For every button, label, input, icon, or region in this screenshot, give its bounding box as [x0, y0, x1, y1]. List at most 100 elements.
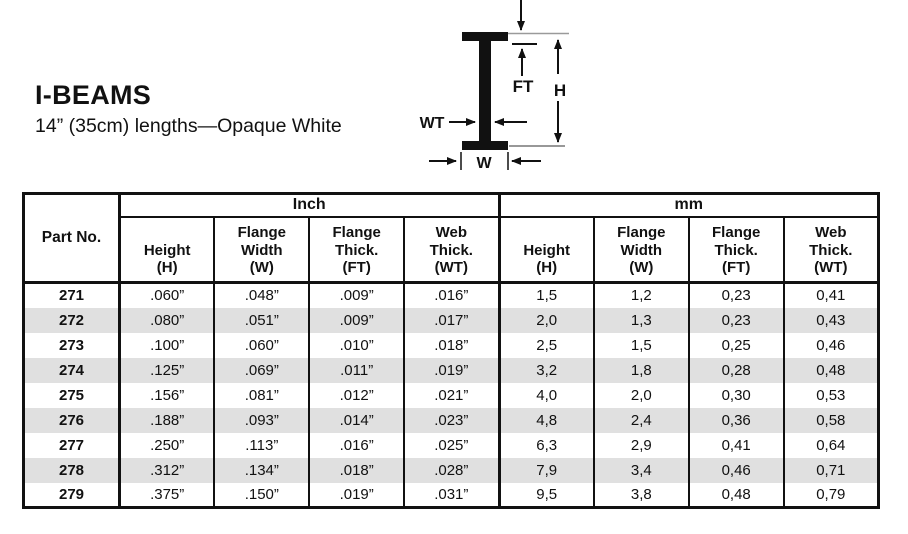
value-cell: 0,43: [782, 307, 879, 333]
part-no-cell: 277: [58, 436, 85, 454]
col-header-inch-height: Height (H): [118, 216, 215, 284]
value-cell: .028”: [403, 457, 499, 483]
value-cell: 0,48: [782, 357, 879, 383]
value-cell: .081”: [213, 382, 310, 408]
h-label: H: [554, 81, 566, 100]
value-cell: 3,4: [592, 457, 689, 483]
value-cell: .113”: [213, 432, 310, 458]
value-cell: .060”: [213, 332, 310, 358]
part-no-cell: 275: [58, 386, 85, 404]
table-body: 271.060” .048” .009” .016” 1,5 1,2 0,23 0,41 272…: [23, 282, 879, 508]
ibeam-cross-section-diagram: FT H WT W: [420, 0, 569, 172]
col-header-mm-height: Height (H): [497, 216, 594, 284]
value-cell: .060”: [118, 282, 215, 308]
table-row: 276 .188” .093” .014” .023” 4,8 2,4 0,36 0,58: [23, 407, 879, 433]
value-cell: .019”: [308, 482, 405, 508]
value-cell: 1,5: [592, 332, 689, 358]
value-cell: .023”: [403, 407, 499, 433]
value-cell: 2,9: [592, 432, 689, 458]
value-cell: .016”: [308, 432, 405, 458]
table-row: 278 .312” .134” .018” .028” 7,9 3,4 0,46 0,71: [23, 457, 879, 483]
unit-group-header-row: Part No. Inch mm: [23, 193, 879, 284]
col-header-mm-flange-width: Flange Width (W): [592, 216, 689, 284]
page-title: I-BEAMS: [35, 80, 152, 110]
part-no-cell: 274: [58, 361, 85, 379]
value-cell: .312”: [118, 457, 215, 483]
value-cell: 0,53: [782, 382, 879, 408]
value-cell: 0,46: [687, 457, 784, 483]
value-cell: .250”: [118, 432, 215, 458]
value-cell: 3,8: [592, 482, 689, 508]
value-cell: 6,3: [497, 432, 594, 458]
value-cell: .010”: [308, 332, 405, 358]
value-cell: .021”: [403, 382, 499, 408]
part-no-cell: 279: [58, 485, 85, 503]
value-cell: 0,28: [687, 357, 784, 383]
part-no-cell: 276: [58, 411, 85, 429]
value-cell: .051”: [213, 307, 310, 333]
column-header-row: Height (H) Flange Width (W) Flange Thick…: [24, 216, 879, 284]
value-cell: 3,2: [497, 357, 594, 383]
value-cell: 0,46: [782, 332, 879, 358]
title-block: I-BEAMS 14” (35cm) lengths—Opaque White: [35, 82, 342, 138]
value-cell: .012”: [308, 382, 405, 408]
value-cell: 0,41: [687, 432, 784, 458]
value-cell: 1,3: [592, 307, 689, 333]
value-cell: .031”: [403, 482, 499, 508]
value-cell: .093”: [213, 407, 310, 433]
value-cell: 2,5: [497, 332, 594, 358]
table-row: 274 .125” .069” .011” .019” 3,2 1,8 0,28 0,48: [23, 357, 879, 383]
value-cell: 0,71: [782, 457, 879, 483]
value-cell: .134”: [213, 457, 310, 483]
wt-label: WT: [420, 115, 445, 132]
value-cell: .375”: [118, 482, 215, 508]
value-cell: .048”: [213, 282, 310, 308]
value-cell: .188”: [118, 407, 215, 433]
unit-group-mm: mm: [497, 193, 879, 218]
value-cell: 4,0: [497, 382, 594, 408]
value-cell: .156”: [118, 382, 215, 408]
value-cell: .009”: [308, 282, 405, 308]
value-cell: 0,58: [782, 407, 879, 433]
table-row: 273 .100” .060” .010” .018” 2,5 1,5 0,25 0,46: [24, 332, 879, 358]
value-cell: 0,48: [687, 482, 784, 508]
value-cell: .025”: [403, 432, 499, 458]
ibeam-spec-table: Part No. Inch mm Height (H) Flange Width…: [22, 192, 880, 509]
value-cell: 1,2: [592, 282, 689, 308]
value-cell: .069”: [213, 357, 310, 383]
col-header-inch-flange-width: Flange Width (W): [213, 216, 310, 284]
value-cell: 1,8: [592, 357, 689, 383]
unit-group-inch: Inch: [118, 193, 499, 218]
value-cell: 2,0: [497, 307, 594, 333]
col-header-inch-flange-thick: Flange Thick. (FT): [308, 216, 405, 284]
ft-label: FT: [513, 77, 534, 96]
value-cell: 0,64: [782, 432, 879, 458]
value-cell: 0,36: [687, 407, 784, 433]
part-no-cell: 272: [58, 311, 85, 329]
value-cell: .016”: [403, 282, 499, 308]
col-header-mm-flange-thick: Flange Thick. (FT): [687, 216, 784, 284]
value-cell: .018”: [403, 332, 499, 358]
table-row: 279 .375” .150” .019” .031” 9,5 3,8 0,48 0,79: [24, 482, 879, 508]
value-cell: .150”: [213, 482, 310, 508]
table-row: 272 .080” .051” .009” .017” 2,0 1,3 0,23 0,43: [23, 307, 879, 333]
value-cell: 0,23: [687, 307, 784, 333]
ibeam-web: [479, 36, 491, 146]
value-cell: 0,25: [687, 332, 784, 358]
value-cell: .080”: [118, 307, 215, 333]
part-no-header: Part No.: [23, 193, 120, 284]
value-cell: .018”: [308, 457, 405, 483]
value-cell: 7,9: [497, 457, 594, 483]
col-header-inch-web-thick: Web Thick. (WT): [403, 216, 499, 284]
value-cell: .125”: [118, 357, 215, 383]
value-cell: 0,30: [687, 382, 784, 408]
value-cell: 4,8: [497, 407, 594, 433]
value-cell: 1,5: [497, 282, 594, 308]
value-cell: .100”: [118, 332, 215, 358]
value-cell: 0,79: [782, 482, 879, 508]
part-no-cell: 278: [58, 461, 85, 479]
table-row: 277 .250” .113” .016” .025” 6,3 2,9 0,41 0,64: [24, 432, 879, 458]
ibeam-bottom-flange: [462, 141, 508, 150]
value-cell: 2,4: [592, 407, 689, 433]
